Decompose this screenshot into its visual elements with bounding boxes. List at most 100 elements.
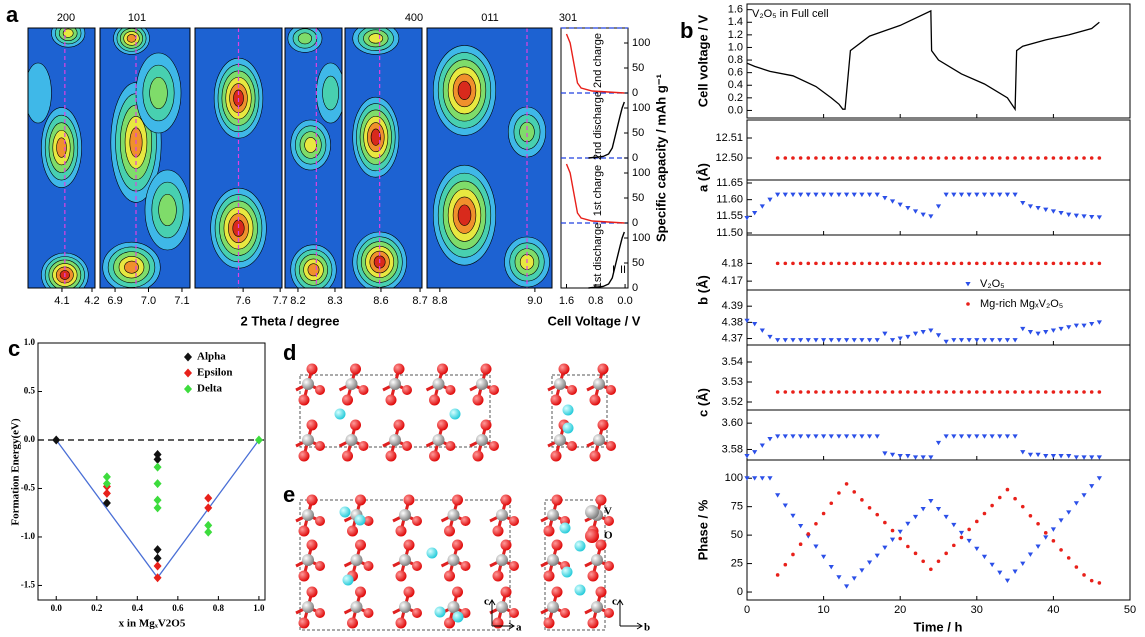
panel-label: e (283, 482, 295, 507)
atom (350, 554, 363, 566)
atom (350, 601, 363, 613)
y-tick-label: 100 (632, 102, 650, 114)
x-tick-label: 8.2 (290, 295, 305, 307)
point (1020, 201, 1026, 206)
point (798, 338, 804, 343)
contour-level (457, 204, 472, 226)
point (791, 390, 795, 394)
point (959, 390, 964, 394)
segment-label: 2nd discharge (592, 91, 604, 160)
point (975, 390, 979, 394)
point (1059, 156, 1063, 160)
legend-label: V₂O₅ (980, 278, 1005, 290)
point (1096, 320, 1102, 325)
axis-name: c (612, 596, 617, 608)
point (1097, 581, 1102, 585)
point (966, 302, 970, 306)
point (752, 321, 758, 327)
point (859, 568, 865, 573)
y-tick-label: 100 (632, 167, 650, 179)
point (882, 545, 888, 551)
atom (551, 586, 563, 598)
panel-label: a (6, 2, 19, 27)
point (1066, 390, 1071, 394)
contour-level (126, 34, 137, 43)
x-tick-label: 20 (894, 604, 906, 616)
point (813, 192, 819, 198)
point (1081, 323, 1087, 328)
point (1005, 487, 1010, 492)
x-tick-label: 8.6 (373, 295, 388, 307)
x-axis-label: x in MgₓV2O5 (119, 618, 186, 630)
point (928, 214, 934, 219)
point (898, 536, 902, 541)
atom (298, 450, 310, 462)
capacity-curve (565, 163, 625, 224)
point (1004, 338, 1011, 343)
point (1043, 207, 1049, 213)
atom (342, 450, 353, 462)
point (990, 261, 994, 266)
point (798, 434, 804, 439)
panel-label: d (283, 340, 296, 365)
point (997, 338, 1003, 343)
x-tick-label: 4.1 (54, 295, 69, 307)
point (1043, 156, 1048, 160)
point (944, 390, 948, 394)
x-tick-label: 8.8 (432, 295, 447, 307)
atom (562, 422, 574, 434)
point (1020, 504, 1025, 509)
legend-label: Delta (197, 383, 223, 395)
point (153, 495, 162, 505)
contour-map (100, 28, 190, 288)
atom (298, 570, 310, 582)
atom (347, 617, 358, 629)
y-tick-label: 11.65 (716, 177, 743, 189)
point (184, 384, 192, 394)
y-tick-label: 0.0 (24, 434, 36, 444)
point (828, 434, 834, 439)
atom (551, 539, 563, 551)
point (744, 454, 750, 459)
point (929, 390, 933, 394)
atom (550, 450, 562, 462)
atom (355, 586, 366, 598)
point (805, 338, 811, 343)
point (1059, 261, 1063, 266)
contour-level (322, 75, 339, 111)
point (775, 493, 781, 498)
y-tick-label: 100 (632, 232, 650, 244)
point (1050, 527, 1056, 532)
point (1066, 156, 1071, 160)
y-tick-label: -1.0 (21, 531, 36, 541)
point (929, 261, 933, 266)
point (821, 554, 827, 560)
point (966, 338, 972, 343)
unit-cell (551, 374, 608, 448)
x-tick-label: 0 (744, 604, 750, 616)
point (1020, 450, 1026, 455)
point (982, 261, 987, 266)
point (814, 261, 818, 266)
atom (480, 419, 492, 431)
legend-label: Mg-rich MgₓV₂O₅ (980, 298, 1063, 310)
atom (591, 554, 603, 566)
x-tick-label: 7.1 (174, 295, 189, 307)
point (805, 434, 811, 439)
point (829, 156, 834, 160)
atom (492, 525, 504, 537)
atom (315, 608, 325, 618)
y-tick-label: 50 (632, 62, 644, 74)
point (890, 528, 895, 533)
atom (315, 516, 325, 526)
point (836, 575, 842, 580)
y-tick-label: 3.54 (722, 356, 743, 368)
point (997, 434, 1003, 439)
point (883, 156, 887, 160)
atom (547, 601, 559, 613)
point (1074, 565, 1079, 569)
point (944, 156, 948, 160)
y-axis-label: b (Å) (695, 275, 710, 305)
point (184, 368, 192, 378)
point (843, 434, 850, 439)
